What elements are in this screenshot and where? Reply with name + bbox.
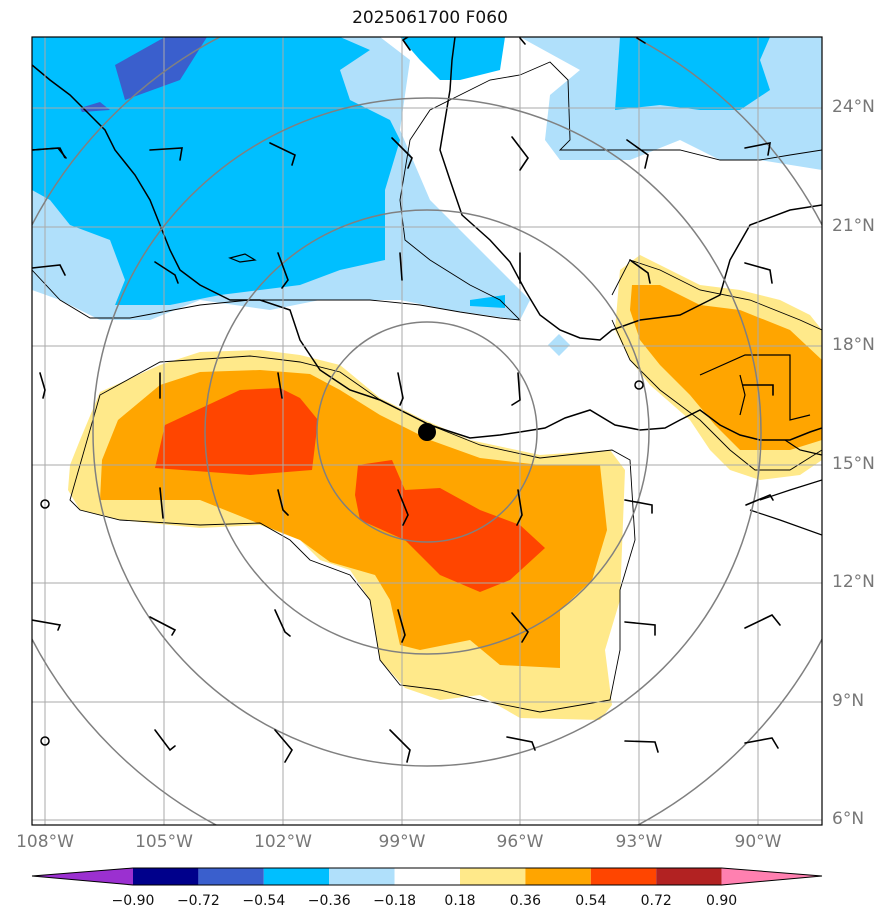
colorbar-segment <box>198 868 264 885</box>
longitude-label-93w: 93°W <box>615 832 663 852</box>
colorbar-label: −0.90 <box>111 893 155 909</box>
darker-blue-region <box>115 37 207 100</box>
range-rings <box>32 37 822 825</box>
island-cozumel <box>228 253 257 263</box>
orange-region-east <box>630 285 822 450</box>
latitude-label-9n: 9°N <box>832 691 865 711</box>
colorbar-segment <box>329 868 395 885</box>
colorbar-label: 0.36 <box>509 893 541 909</box>
calm-wind-markers <box>40 380 644 746</box>
colorbar-segment <box>656 868 722 885</box>
colorbar-label: −0.18 <box>373 893 417 909</box>
colorbar-segment <box>263 868 330 885</box>
coastline-gulf <box>439 37 822 341</box>
longitude-label-99w: 99°W <box>378 832 426 852</box>
colorbar-label: −0.54 <box>242 893 286 909</box>
latitude-label-12n: 12°N <box>832 572 875 592</box>
colorbar-segment <box>394 868 460 885</box>
graticule <box>32 37 822 825</box>
map-title: 2025061700 F060 <box>352 8 508 28</box>
latitude-label-6n: 6°N <box>832 809 865 829</box>
longitude-label-96w: 96°W <box>496 832 544 852</box>
colorbar-segment <box>590 868 657 885</box>
colorbar-extension-low <box>32 868 133 885</box>
colorbar-label: 0.18 <box>444 893 476 909</box>
storm-center-marker <box>418 423 436 441</box>
colorbar-label: 0.54 <box>575 893 607 909</box>
colorbar-segment <box>525 868 591 885</box>
contour-line-main <box>69 355 636 713</box>
map-frame <box>31 36 823 826</box>
longitude-label-105w: 105°W <box>135 832 193 852</box>
longitude-label-102w: 102°W <box>254 832 312 852</box>
colorbar-label: −0.36 <box>307 893 351 909</box>
longitude-label-90w: 90°W <box>734 832 782 852</box>
light-blue-diamond <box>548 334 570 356</box>
longitude-label-108w: 108°W <box>16 832 74 852</box>
colorbar-segment <box>133 868 199 885</box>
shaded-field <box>32 37 822 825</box>
colorbar-segment <box>460 868 526 885</box>
country-borders-central-america <box>699 354 822 536</box>
colorbar-label: 0.72 <box>640 893 672 909</box>
wind-barbs <box>32 37 781 763</box>
colorbar-extension-high <box>721 868 822 885</box>
coastline-mexico-west <box>32 64 822 441</box>
colorbar-label: −0.72 <box>176 893 220 909</box>
latitude-label-24n: 24°N <box>832 97 875 117</box>
latitude-label-18n: 18°N <box>832 335 875 355</box>
colorbar-label: 0.90 <box>706 893 738 909</box>
colorbar <box>31 867 823 886</box>
darker-blue-fleck <box>80 102 110 112</box>
red-orange-region-west <box>155 388 318 475</box>
latitude-label-21n: 21°N <box>832 216 875 236</box>
latitude-label-15n: 15°N <box>832 454 875 474</box>
